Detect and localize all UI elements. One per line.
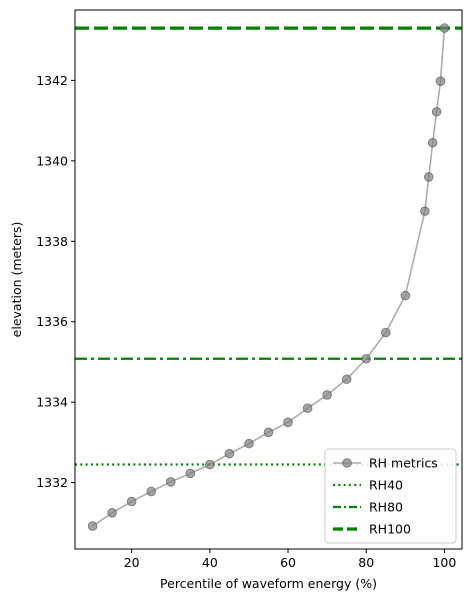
data-point xyxy=(224,448,235,459)
x-tick-label: 60 xyxy=(280,555,296,570)
data-point xyxy=(283,417,293,428)
data-point xyxy=(435,76,446,86)
legend: RH metrics RH40 RH80 RH100 xyxy=(324,448,457,544)
legend-label: RH metrics xyxy=(369,456,438,471)
y-tick-label: 1332 xyxy=(36,475,68,490)
data-point xyxy=(263,427,274,438)
plot-frame xyxy=(74,9,463,550)
data-point xyxy=(380,327,391,338)
legend-swatch-marker xyxy=(342,458,352,468)
x-tick-label: 20 xyxy=(124,555,140,570)
data-point xyxy=(423,172,434,182)
legend-label: RH100 xyxy=(369,522,411,537)
data-point xyxy=(420,206,430,216)
y-tick-label: 1336 xyxy=(36,314,68,329)
x-tick-label: 40 xyxy=(202,555,218,570)
data-point xyxy=(165,477,176,487)
plot-layer xyxy=(75,23,462,531)
data-point xyxy=(87,521,98,531)
data-point xyxy=(361,353,372,364)
x-tick-label: 80 xyxy=(358,555,374,570)
y-tick-label: 1342 xyxy=(36,73,68,88)
data-point xyxy=(107,507,117,518)
legend-label: RH40 xyxy=(369,478,403,493)
data-point xyxy=(427,137,438,148)
data-point xyxy=(185,468,196,479)
x-tick-label: 100 xyxy=(432,555,456,570)
data-point xyxy=(244,438,254,449)
y-axis-label: elevation (meters) xyxy=(9,222,24,338)
data-point xyxy=(205,459,215,470)
x-axis: 20 40 60 80 100 xyxy=(124,549,456,570)
data-point xyxy=(302,403,313,414)
data-point xyxy=(341,374,352,385)
data-point xyxy=(400,290,411,301)
y-tick-label: 1338 xyxy=(36,234,68,249)
data-point xyxy=(439,23,450,33)
y-axis: 1332 1334 1336 1338 1340 1342 xyxy=(36,73,75,490)
data-point xyxy=(431,106,442,117)
y-tick-label: 1334 xyxy=(36,395,68,410)
y-tick-label: 1340 xyxy=(36,153,68,168)
data-point xyxy=(126,496,137,507)
data-point xyxy=(146,486,157,497)
legend-box xyxy=(324,448,457,544)
legend-label: RH80 xyxy=(369,500,403,515)
data-point xyxy=(322,390,332,400)
x-axis-label: Percentile of waveform energy (%) xyxy=(160,576,377,591)
